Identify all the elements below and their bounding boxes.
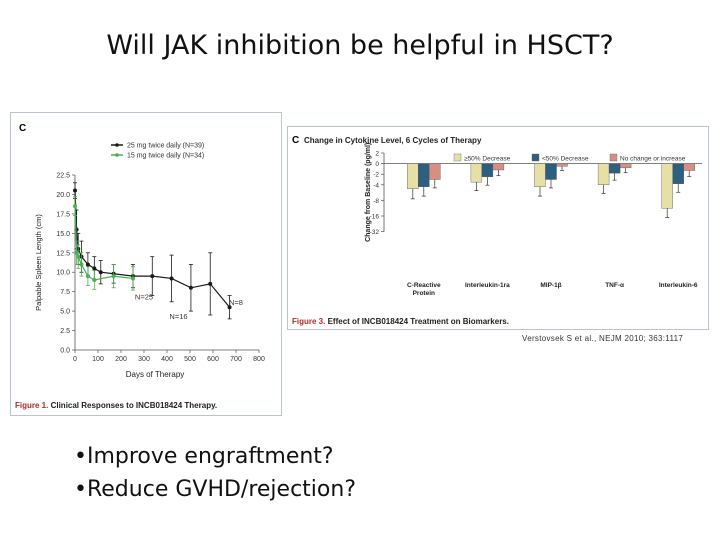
x-tick-label: 100 (92, 356, 104, 363)
spleen-length-chart: 0.0 2.5 5.0 7.5 10.0 12.5 15.0 17.5 20.0 22.5 0 100… (34, 143, 265, 380)
data-point (150, 274, 155, 279)
category-label: MIP-1β (540, 282, 561, 289)
legend-label: No change or increase (620, 156, 686, 163)
y-tick-label: 20.0 (56, 192, 70, 199)
figure-3-panel-letter: C (292, 135, 300, 146)
legend-swatch (609, 153, 618, 162)
y-tick-label: -4 (373, 182, 379, 189)
figure-3-panel-title: Change in Cytokine Level, 6 Cycles of Th… (304, 136, 482, 145)
y-axis-label: Palpable Spleen Length (cm) (34, 214, 43, 311)
y-tick-label: 0.0 (60, 348, 70, 355)
y-tick-label: 22.5 (56, 173, 70, 180)
figure-1-caption-text: Clinical Responses to INCB018424 Therapy… (50, 401, 218, 410)
bar (534, 163, 546, 187)
y-tick-label: 10.0 (56, 270, 70, 277)
data-point (130, 276, 135, 281)
bullet-item: •Improve engraftment? (74, 444, 334, 469)
legend-marker (115, 153, 119, 157)
y-tick-label: 12.5 (56, 250, 70, 257)
bar (597, 163, 610, 185)
figure-1-panel-letter: C (19, 123, 27, 134)
legend-marker (115, 143, 119, 147)
legend-label: 15 mg twice daily (N=34) (127, 153, 204, 160)
category-label: Protein (413, 290, 435, 297)
figure-3-caption: Figure 3. Effect of INCB018424 Treatment… (292, 317, 509, 326)
x-tick-label: 300 (138, 356, 150, 363)
y-tick-label: 17.5 (56, 211, 70, 218)
category-label: TNF-α (605, 282, 624, 289)
data-point (85, 262, 90, 267)
bar (672, 163, 684, 184)
figure-1-caption-label: Figure 1. (15, 401, 49, 410)
bullet-item: •Reduce GVHD/rejection? (74, 477, 356, 502)
bar (683, 163, 695, 171)
y-tick-label: -2 (373, 172, 379, 179)
y-tick-label: -32 (370, 229, 380, 236)
data-point (92, 278, 97, 282)
bar (556, 163, 568, 167)
figure-3-caption-label: Figure 3. (292, 317, 326, 326)
data-point (73, 204, 77, 209)
data-point (227, 305, 232, 310)
bar (619, 163, 632, 169)
y-tick-label: 0 (375, 161, 379, 168)
bar (407, 163, 419, 189)
data-point (169, 276, 174, 281)
slide-title: Will JAK inhibition be helpful in HSCT? (106, 30, 614, 61)
y-tick-label: -16 (370, 214, 380, 221)
data-point (208, 281, 213, 286)
x-tick-label: 0 (73, 356, 77, 363)
y-axis-label: Change from Baseline (pg/ml) (365, 143, 372, 242)
y-tick-label: 15.0 (56, 231, 70, 238)
x-axis-label: Days of Therapy (126, 370, 185, 379)
data-point (73, 188, 77, 193)
legend-label: 25 mg twice daily (N=39) (127, 143, 204, 150)
legend-label: <50% Decrease (542, 156, 589, 163)
legend-swatch (453, 153, 462, 162)
y-tick-label: 5.0 (60, 309, 70, 316)
bar (608, 163, 621, 174)
bar (545, 163, 557, 180)
legend-label: ≥50% Decrease (464, 156, 511, 163)
figure-3-caption-text: Effect of INCB018424 Treatment on Biomar… (327, 317, 509, 326)
y-tick-label: 2 (375, 151, 379, 158)
x-tick-label: 800 (253, 356, 265, 363)
y-tick-label: 7.5 (60, 289, 70, 296)
figure-1-caption: Figure 1. Clinical Responses to INCB0184… (15, 401, 217, 410)
bar (470, 163, 483, 183)
data-point (79, 262, 84, 267)
data-point (188, 285, 193, 290)
figure-1-panel: C 0.0 2.5 5.0 7.5 10.0 12.5 15.0 17.5 20.0 22.5 0 1… (10, 112, 282, 416)
citation: Verstovsek S et al., NEJM 2010; 363:1117 (522, 334, 684, 343)
annotation-label: N=25 (135, 292, 153, 301)
x-tick-label: 700 (230, 356, 242, 363)
annotation-label: N=8 (229, 298, 243, 307)
data-point (98, 270, 103, 275)
bar (492, 163, 505, 171)
data-point (111, 274, 116, 279)
bar (418, 163, 430, 187)
data-point (74, 250, 79, 255)
bullet-list: •Improve engraftment? •Reduce GVHD/rejec… (74, 440, 356, 506)
category-label: Interleukin-1ra (465, 282, 510, 289)
data-point (76, 254, 81, 259)
x-tick-label: 500 (184, 356, 196, 363)
data-point (92, 266, 97, 271)
annotation-label: N=16 (169, 312, 187, 321)
figure-3-panel: C Change in Cytokine Level, 6 Cycles of … (287, 126, 709, 330)
bar (429, 163, 441, 180)
x-tick-label: 400 (161, 356, 173, 363)
bar (481, 163, 494, 178)
category-label: C-Reactive (407, 282, 441, 289)
category-label: Interleukin-6 (659, 282, 698, 289)
x-tick-label: 200 (115, 356, 127, 363)
legend-swatch (531, 153, 540, 162)
bar (661, 163, 673, 209)
x-tick-label: 600 (207, 356, 219, 363)
data-point (85, 274, 90, 279)
y-tick-label: 2.5 (60, 328, 70, 335)
series-line (74, 206, 134, 281)
y-tick-label: -8 (373, 198, 379, 205)
